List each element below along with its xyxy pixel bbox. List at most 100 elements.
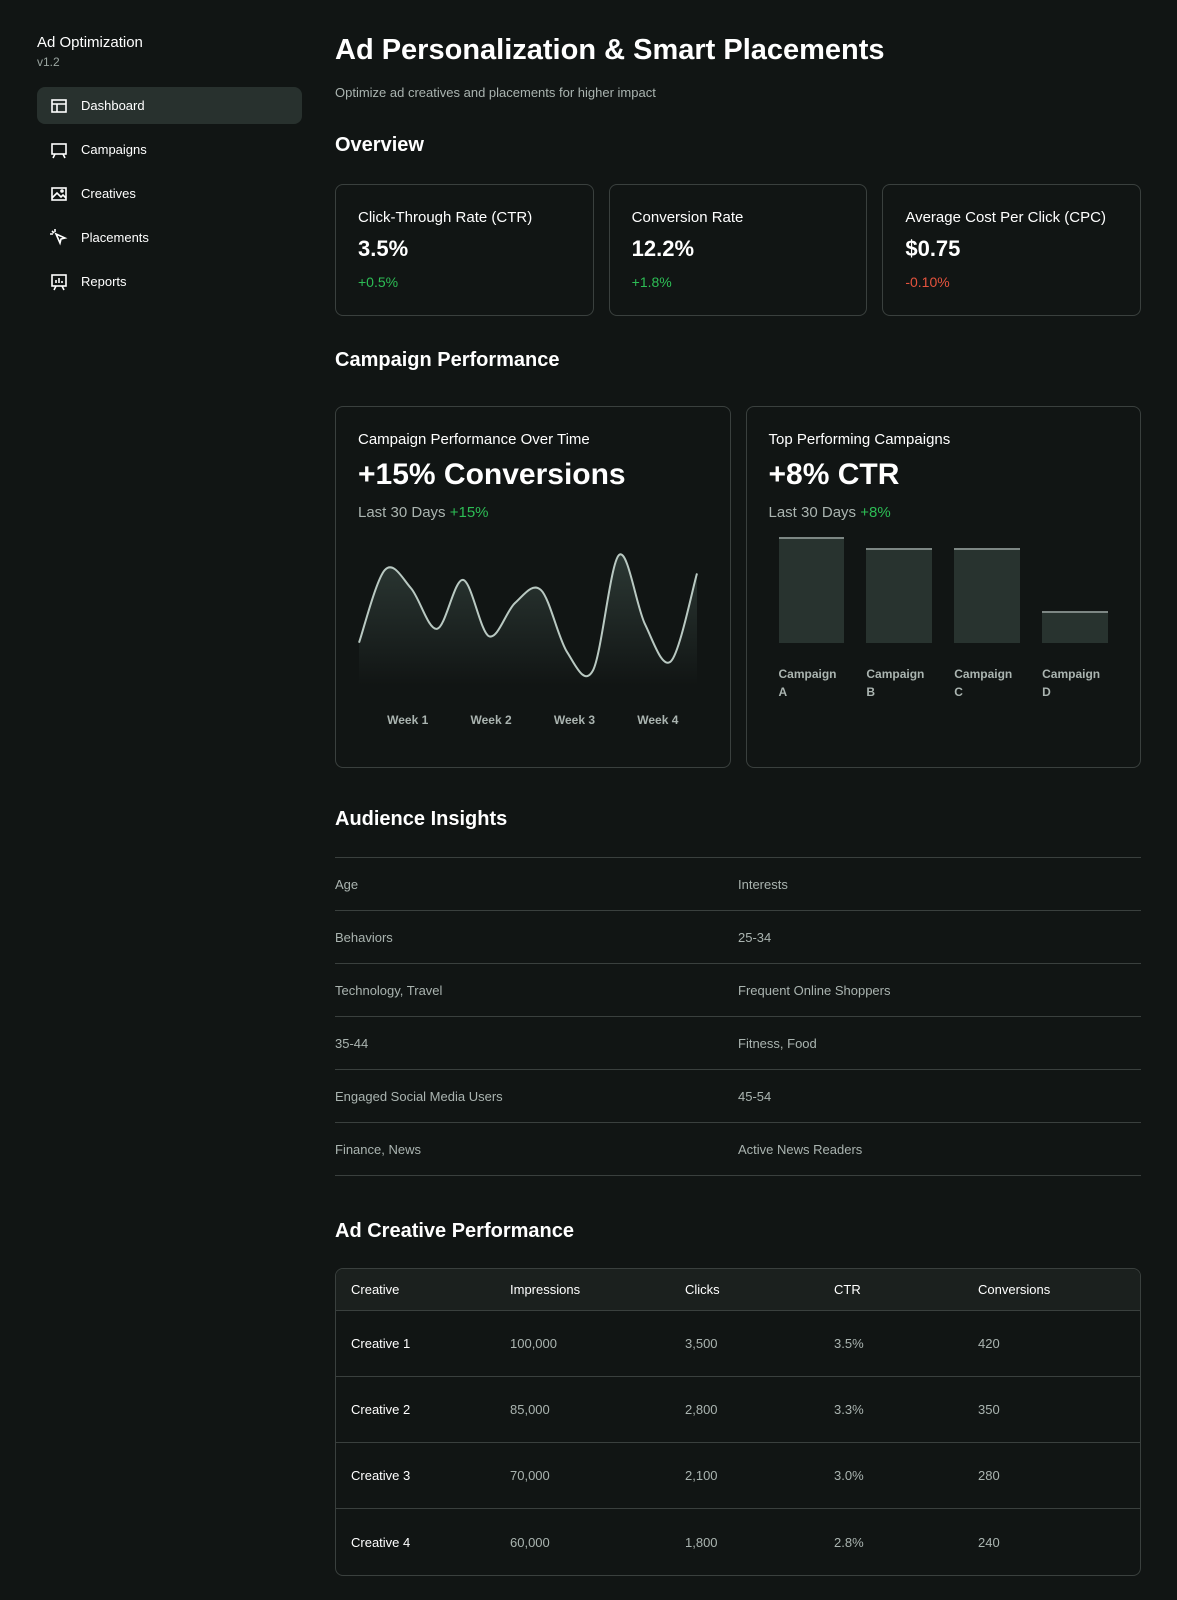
table-row: Creative 2 85,000 2,800 3.3% 350 (336, 1377, 1140, 1443)
metric-change: -0.10% (905, 274, 950, 290)
audience-row: 35-44 Fitness, Food (335, 1017, 1141, 1070)
nav-icon (51, 142, 67, 158)
table-cell: Creative 2 (351, 1402, 411, 1417)
charts: Campaign Performance Over Time +15% Conve… (335, 406, 1141, 768)
creative-table: Creative Impressions Clicks CTR Conversions C… (335, 1268, 1141, 1576)
x-axis: Campaign A Campaign B Campaign C Campaign D (769, 665, 1119, 701)
nav-label: Creatives (81, 186, 136, 201)
bar-column (954, 547, 1021, 643)
audience-row: Engaged Social Media Users 45-54 (335, 1070, 1141, 1123)
x-tick-label: Campaign B (866, 667, 925, 699)
audience-row: Technology, Travel Frequent Online Shoppe… (335, 964, 1141, 1017)
audience-cell: Interests (738, 876, 788, 892)
subtitle: Optimize ad creatives and placements for… (335, 85, 656, 100)
table-cell: 420 (978, 1336, 1000, 1351)
audience-row: Finance, News Active News Readers (335, 1123, 1141, 1176)
audience-cell: Fitness, Food (738, 1035, 817, 1051)
table-cell: 2,800 (685, 1402, 718, 1417)
nav-item[interactable]: Placements (37, 219, 302, 256)
nav-label: Reports (81, 274, 127, 289)
audience-cell: 45-54 (738, 1088, 772, 1104)
chart-period: Last 30 Days +8% (769, 504, 1119, 521)
version: v1.2 (37, 55, 60, 69)
nav-item[interactable]: Reports (37, 263, 302, 300)
metric-change: +0.5% (358, 274, 399, 290)
bar-column (866, 547, 933, 643)
table-row: Creative 1 100,000 3,500 3.5% 420 (336, 1311, 1140, 1377)
page-title: Ad Personalization & Smart Placements (335, 34, 885, 66)
table-row: Creative 4 60,000 1,800 2.8% 240 (336, 1509, 1140, 1575)
audience-cell: Engaged Social Media Users (335, 1088, 503, 1104)
table-cell: 70,000 (510, 1468, 550, 1483)
metric-value: 12.2% (631, 236, 695, 261)
chart-card: Campaign Performance Over Time +15% Conve… (335, 406, 731, 768)
nav-label: Campaigns (81, 142, 147, 157)
audience-table: Age Interests Behaviors 25-34 Technology, Tr… (335, 857, 1141, 1176)
audience-cell: 35-44 (335, 1035, 369, 1051)
chart-period: Last 30 Days +15% (358, 504, 708, 521)
column-header: Clicks (685, 1282, 720, 1297)
bar (778, 537, 845, 643)
audience-row: Age Interests (335, 858, 1141, 911)
table-cell: 2.8% (834, 1534, 864, 1550)
table-cell: 85,000 (510, 1402, 550, 1417)
chart-title: Top Performing Campaigns (768, 431, 951, 448)
section-title: Campaign Performance (335, 349, 560, 371)
nav: Dashboard Campaigns Creatives Placements Rep… (37, 87, 302, 300)
x-tick-label: Campaign C (954, 667, 1013, 699)
sidebar: Ad Optimization v1.2 Dashboard Campaigns C… (37, 34, 302, 307)
audience-cell: Age (335, 876, 359, 892)
metric-label: Conversion Rate (631, 209, 744, 226)
section-title: Audience Insights (335, 808, 508, 830)
table-header: Creative Impressions Clicks CTR Conversions (336, 1269, 1140, 1311)
bar (954, 547, 1021, 643)
table-cell: 100,000 (510, 1336, 557, 1351)
chart-card: Top Performing Campaigns +8% CTR Last 30 D… (745, 406, 1141, 768)
audience-cell: 25-34 (738, 929, 772, 945)
table-cell: 350 (978, 1402, 1000, 1417)
audience-row: Behaviors 25-34 (335, 911, 1141, 964)
x-tick-label: Campaign D (1042, 667, 1101, 699)
x-tick-label: Week 2 (470, 713, 512, 727)
metric-value: $0.75 (905, 236, 961, 261)
nav-label: Placements (81, 230, 149, 245)
audience-cell: Finance, News (335, 1141, 421, 1157)
audience-cell: Frequent Online Shoppers (738, 982, 891, 998)
nav-item[interactable]: Creatives (37, 175, 302, 212)
audience-cell: Technology, Travel (335, 982, 443, 998)
line-area (359, 554, 697, 685)
period-change: +15% (449, 504, 489, 521)
nav-icon (50, 228, 68, 245)
bar (1042, 611, 1108, 643)
x-tick-label: Week 3 (553, 713, 595, 727)
table-cell: 3.3% (834, 1402, 864, 1417)
period-label: Last 30 Days (768, 504, 857, 521)
bar-column (1042, 611, 1108, 643)
table-cell: Creative 4 (351, 1534, 411, 1550)
section-title: Ad Creative Performance (335, 1220, 574, 1242)
table-cell: 3.0% (834, 1468, 864, 1483)
table-cell: Creative 1 (351, 1336, 411, 1351)
table-row: Creative 3 70,000 2,100 3.0% 280 (336, 1443, 1140, 1509)
period-change: +8% (860, 504, 891, 521)
line-chart (358, 553, 698, 685)
bar (866, 547, 933, 643)
cards: Click-Through Rate (CTR) 3.5% +0.5% Convers… (335, 184, 1142, 316)
app-title: Ad Optimization (37, 34, 143, 51)
chart-headline: +8% CTR (768, 458, 900, 491)
table-cell: 3,500 (685, 1336, 718, 1351)
x-tick-label: Campaign A (778, 667, 837, 699)
table-cell: 240 (978, 1534, 1000, 1550)
nav-icon (51, 98, 67, 113)
metric-value: 3.5% (358, 236, 409, 261)
bar-column (778, 537, 845, 643)
nav-item[interactable]: Dashboard (37, 87, 302, 124)
audience-cell: Behaviors (335, 929, 393, 945)
line (358, 553, 698, 678)
chart-title: Campaign Performance Over Time (358, 431, 590, 448)
metric-card: Average Cost Per Click (CPC) $0.75 -0.10% (882, 184, 1142, 316)
metric-label: Average Cost Per Click (CPC) (905, 209, 1106, 226)
nav-item[interactable]: Campaigns (37, 131, 302, 168)
table-cell: 1,800 (685, 1534, 718, 1550)
